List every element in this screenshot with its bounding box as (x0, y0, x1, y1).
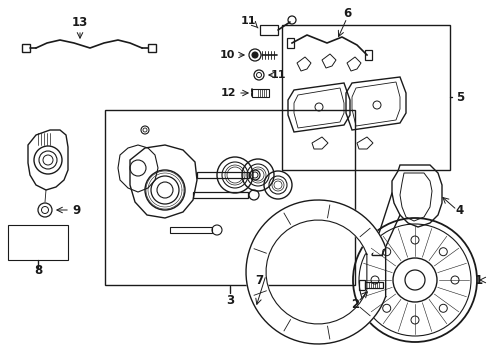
Bar (282, 25, 450, 170)
Text: 9: 9 (72, 203, 80, 216)
Bar (342, 216, 354, 224)
Text: 5: 5 (456, 90, 464, 104)
Text: 10: 10 (220, 50, 235, 60)
Bar (342, 320, 354, 328)
Text: 1: 1 (475, 274, 483, 287)
Text: 3: 3 (226, 293, 234, 306)
Text: 12: 12 (220, 88, 236, 98)
Text: 4: 4 (456, 203, 464, 216)
Bar (282, 216, 294, 224)
Text: 7: 7 (255, 274, 263, 287)
Text: 13: 13 (72, 15, 88, 28)
Text: 11: 11 (270, 70, 286, 80)
Bar (105, 110, 355, 285)
Text: 8: 8 (34, 264, 42, 276)
Circle shape (252, 52, 258, 58)
Bar (282, 320, 294, 328)
Text: 11: 11 (240, 16, 256, 26)
Polygon shape (246, 200, 386, 344)
Text: 2: 2 (351, 298, 359, 311)
Bar (252, 268, 264, 276)
Bar (8, 225, 68, 260)
Text: 6: 6 (343, 6, 351, 19)
